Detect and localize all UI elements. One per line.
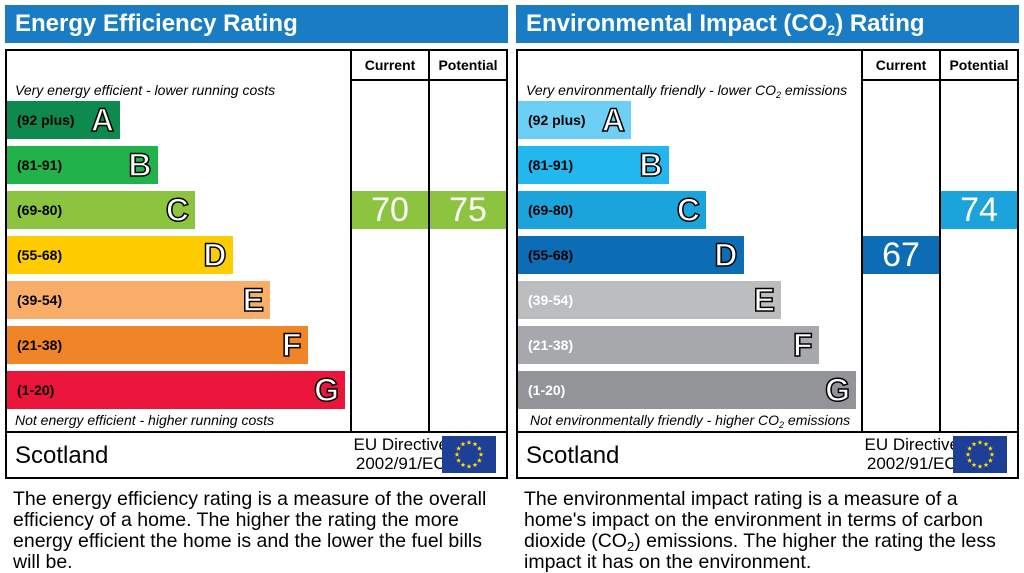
energy-band-c: (69-80) C [7,191,195,229]
environment-chart-frame: Current Potential Very environmentally f… [516,49,1019,433]
band-range-label: (55-68) [528,247,574,263]
top-note-text: Very environmentally friendly - lower CO [526,82,777,98]
eu-flag-icon [442,436,496,473]
band-range-label: (81-91) [528,157,574,173]
column-potential-label: Potential [438,57,498,73]
band-letter: F [792,326,813,364]
environment-footer: Scotland EU Directive 2002/91/EC [516,433,1019,479]
environment-title-text: Environmental Impact (CO [526,10,828,37]
environment-description-suffix: ) emissions. The higher the rating the l… [524,530,996,573]
environment-potential-score: 74 [941,191,1017,229]
environment-description: The environmental impact rating is a mea… [524,489,1014,573]
band-letter: B [639,146,664,184]
directive-line-2: 2002/91/EC [355,454,446,473]
band-range-label: (69-80) [17,202,63,218]
energy-current-score: 70 [352,191,428,229]
band-range-label: (81-91) [17,157,63,173]
band-letter: G [824,371,850,409]
environment-band-g: (1-20) G [518,371,856,409]
band-range-label: (92 plus) [528,112,586,128]
environment-current-score: 67 [863,236,939,274]
energy-band-e: (39-54) E [7,281,270,319]
band-letter: C [676,191,701,229]
header-underline [352,79,506,81]
bottom-note: Not environmentally friendly - higher CO… [530,412,851,430]
environment-description-text: The environmental impact rating is a mea… [524,488,983,552]
band-letter: D [203,236,228,274]
environment-description-subscript: 2 [626,539,635,554]
directive-line-1: EU Directive [864,435,959,454]
bottom-note-text: Not environmentally friendly - higher CO [530,412,779,428]
divider-current [350,51,352,431]
environment-band-a: (92 plus) A [518,101,631,139]
eu-flag-icon [953,436,1007,473]
divider-current [861,51,863,431]
energy-band-f: (21-38) F [7,326,308,364]
energy-potential-score: 75 [430,191,506,229]
column-current-label: Current [875,57,927,73]
band-range-label: (55-68) [17,247,63,263]
band-letter: E [753,281,776,319]
environment-band-b: (81-91) B [518,146,669,184]
band-letter: E [242,281,265,319]
energy-title: Energy Efficiency Rating [5,5,508,43]
band-range-label: (39-54) [528,292,574,308]
band-range-label: (1-20) [17,382,55,398]
band-range-label: (21-38) [528,337,574,353]
band-range-label: (92 plus) [17,112,75,128]
environment-title-subscript: 2 [827,22,836,38]
band-range-label: (21-38) [17,337,63,353]
divider-potential [939,51,941,431]
environment-band-f: (21-38) F [518,326,819,364]
column-current-label: Current [364,57,416,73]
energy-efficiency-panel: Energy Efficiency Rating Current Potenti… [5,5,508,573]
region-label: Scotland [526,442,620,469]
top-note-subscript: 2 [776,90,782,100]
environment-band-d: (55-68) D [518,236,744,274]
eu-directive: EU Directive 2002/91/EC [354,435,448,473]
energy-chart-frame: Current Potential Very energy efficient … [5,49,508,433]
energy-band-a: (92 plus) A [7,101,120,139]
band-letter: A [90,101,115,139]
energy-band-g: (1-20) G [7,371,345,409]
band-letter: A [601,101,626,139]
band-range-label: (69-80) [528,202,574,218]
band-letter: F [281,326,302,364]
band-letter: B [128,146,153,184]
environment-band-c: (69-80) C [518,191,706,229]
eu-directive: EU Directive 2002/91/EC [865,435,959,473]
bottom-note-suffix: emissions [784,412,851,428]
divider-potential [428,51,430,431]
band-range-label: (1-20) [528,382,566,398]
directive-line-2: 2002/91/EC [866,454,957,473]
top-note: Very environmentally friendly - lower CO… [526,82,848,100]
column-potential-label: Potential [949,57,1009,73]
environmental-impact-panel: Environmental Impact (CO2) Rating Curren… [516,5,1019,573]
top-note-suffix: emissions [781,82,848,98]
band-letter: G [313,371,339,409]
band-letter: C [165,191,190,229]
band-letter: D [714,236,739,274]
bottom-note-subscript: 2 [779,420,785,430]
band-range-label: (39-54) [17,292,63,308]
header-underline [863,79,1017,81]
bottom-note: Not energy efficient - higher running co… [15,412,275,428]
region-label: Scotland [15,442,109,469]
energy-description: The energy efficiency rating is a measur… [13,488,487,573]
environment-title: Environmental Impact (CO2) Rating [516,5,1019,43]
energy-band-d: (55-68) D [7,236,233,274]
energy-footer: Scotland EU Directive 2002/91/EC [5,433,508,479]
directive-line-1: EU Directive [353,435,448,454]
energy-band-b: (81-91) B [7,146,158,184]
top-note: Very energy efficient - lower running co… [15,82,276,98]
environment-title-suffix: ) Rating [835,10,925,37]
environment-band-e: (39-54) E [518,281,781,319]
